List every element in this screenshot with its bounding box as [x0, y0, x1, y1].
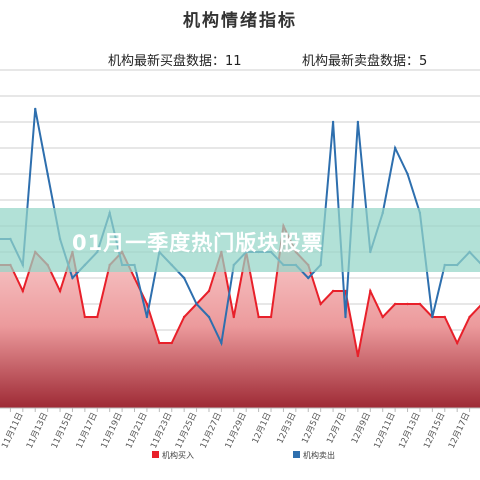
buy-point [393, 302, 397, 306]
buy-point [58, 289, 62, 293]
x-tick-label: 11月13日 [25, 411, 50, 450]
buy-point [356, 354, 360, 358]
buy-point [158, 341, 161, 345]
x-tick-label: 11月27日 [199, 411, 224, 450]
sell-point [182, 276, 186, 280]
sell-point [406, 172, 409, 176]
sell-point [331, 120, 335, 124]
buy-point [96, 315, 99, 319]
x-axis: 11月9日11月11日11月13日11月15日11月17日11月19日11月21… [0, 407, 480, 450]
buy-point [418, 302, 422, 306]
x-tick-label: 12月17日 [447, 411, 472, 450]
x-tick-label: 12月15日 [422, 411, 447, 450]
legend-label-buy: 机构买入 [162, 450, 194, 460]
buy-point [331, 289, 335, 293]
legend: 机构买入 机构卖出 [152, 450, 335, 460]
sell-point [71, 276, 74, 280]
sell-point [46, 172, 49, 176]
sell-point [195, 302, 198, 306]
buy-point [468, 315, 471, 319]
latest-sell-label: 机构最新卖盘数据： [302, 54, 420, 69]
latest-sell-stat: 机构最新卖盘数据：5 [302, 50, 427, 69]
buy-point [133, 276, 136, 280]
buy-point [319, 302, 322, 306]
buy-point [344, 289, 347, 293]
buy-point [207, 289, 211, 293]
buy-point [406, 302, 409, 306]
x-tick-label: 12月1日 [251, 411, 274, 445]
sell-point [344, 315, 347, 319]
sell-point [220, 341, 223, 345]
overlay-banner [0, 208, 480, 272]
x-tick-label: 11月17日 [75, 411, 100, 450]
buy-line [0, 222, 480, 357]
x-tick-label: 12月3日 [275, 411, 298, 445]
sell-point [393, 146, 397, 150]
banner-title: 01月一季度热门版块股票 [72, 231, 324, 255]
legend-swatch-sell [293, 451, 300, 458]
latest-buy-stat: 机构最新买盘数据：11 [108, 50, 242, 69]
buy-point [369, 289, 372, 293]
buy-point [83, 315, 87, 319]
x-tick-label: 12月9日 [350, 411, 373, 445]
sell-point [431, 315, 434, 319]
latest-sell-value: 5 [419, 54, 428, 69]
buy-point [145, 302, 149, 306]
buy-point [182, 315, 186, 319]
sell-point [34, 107, 37, 111]
x-tick-label: 11月25日 [174, 411, 199, 450]
x-tick-label: 11月11日 [0, 411, 25, 450]
buy-point [170, 341, 173, 345]
legend-swatch-buy [152, 451, 159, 458]
x-tick-label: 11月29日 [224, 411, 249, 450]
x-tick-label: 12月11日 [372, 411, 397, 450]
legend-label-sell: 机构卖出 [303, 450, 335, 460]
buy-point [381, 315, 384, 319]
latest-buy-label: 机构最新买盘数据： [108, 54, 226, 69]
buy-point [443, 315, 446, 319]
sell-point [356, 120, 360, 124]
x-tick-label: 11月21日 [124, 411, 149, 450]
x-tick-label: 11月23日 [149, 411, 174, 450]
chart-title: 机构情绪指标 [183, 11, 297, 31]
buy-point [269, 315, 273, 319]
x-tick-label: 11月19日 [99, 411, 124, 450]
buy-point [257, 315, 260, 319]
sell-point [307, 276, 310, 280]
buy-point [232, 315, 235, 319]
sell-point [145, 315, 149, 319]
buy-point [21, 289, 25, 293]
x-tick-label: 12月13日 [397, 411, 422, 450]
x-tick-label: 11月9日 [0, 411, 1, 445]
x-tick-label: 12月5日 [300, 411, 323, 445]
x-tick-label: 11月15日 [50, 411, 75, 450]
x-tick-label: 12月7日 [325, 411, 348, 445]
latest-buy-value: 11 [225, 54, 242, 69]
buy-point [455, 341, 459, 345]
sell-point [207, 315, 211, 319]
